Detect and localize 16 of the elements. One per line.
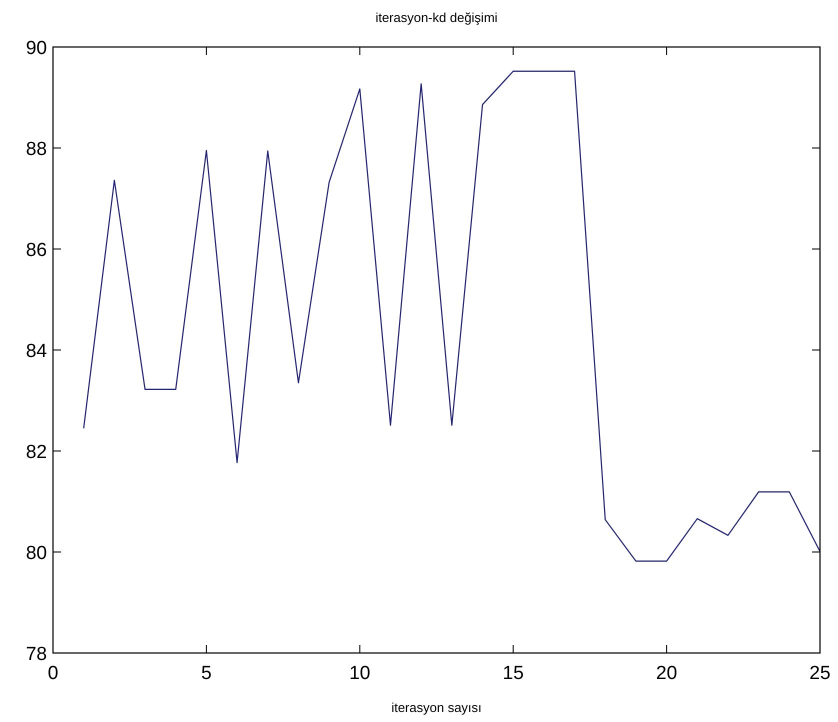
y-tick-label: 82 <box>26 442 47 463</box>
y-tick-label: 90 <box>26 38 47 59</box>
y-tick-label: 84 <box>26 341 48 362</box>
x-tick-label: 0 <box>48 663 58 684</box>
y-tick-label: 86 <box>26 240 47 261</box>
x-tick-label: 10 <box>349 663 370 684</box>
x-tick-label: 20 <box>656 663 678 684</box>
y-tick-label: 88 <box>26 139 47 160</box>
chart-title: iterasyon-kd değişimi <box>375 10 498 25</box>
x-tick-label: 25 <box>809 663 831 684</box>
x-axis-title: iterasyon sayısı <box>391 700 482 715</box>
y-tick-label: 78 <box>26 644 47 665</box>
y-tick-label: 80 <box>26 543 47 564</box>
line-series <box>83 70 821 562</box>
x-tick-label: 5 <box>201 663 212 684</box>
x-tick-label: 15 <box>502 663 524 684</box>
